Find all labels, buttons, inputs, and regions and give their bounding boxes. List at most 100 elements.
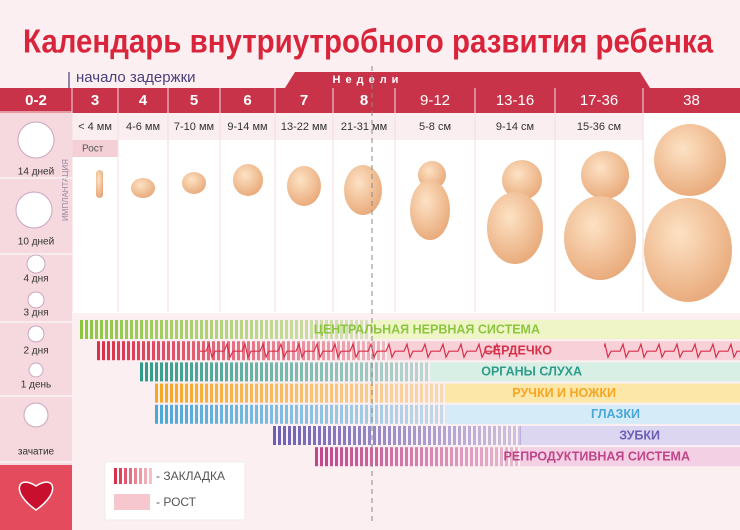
- stripe: [378, 426, 381, 445]
- stripe: [498, 426, 501, 445]
- week-label: 13-16: [496, 92, 534, 109]
- stripe: [348, 426, 351, 445]
- stripe: [403, 426, 406, 445]
- stripe: [330, 362, 333, 382]
- size-label: 21-31 мм: [341, 121, 387, 133]
- stripe: [340, 362, 343, 382]
- stripe: [343, 426, 346, 445]
- stripe: [355, 362, 358, 382]
- system-label: СЕРДЕЧКО: [484, 343, 553, 357]
- stripe: [147, 341, 150, 361]
- stripe: [333, 426, 336, 445]
- stripe: [215, 362, 218, 382]
- fetus: [487, 192, 543, 264]
- stripe: [360, 362, 363, 382]
- stripe: [320, 447, 323, 467]
- system-label: ОРГАНЫ СЛУХА: [481, 365, 582, 379]
- stripe: [225, 383, 228, 403]
- stripe: [430, 447, 433, 467]
- stripe: [160, 362, 163, 382]
- stripe: [155, 362, 158, 382]
- stripe: [360, 320, 363, 339]
- size-label: 13-22 мм: [281, 121, 327, 133]
- stripe: [400, 383, 403, 403]
- stripe: [200, 320, 203, 339]
- stripe: [185, 320, 188, 339]
- stripe: [190, 320, 193, 339]
- stripe: [107, 341, 110, 361]
- stripe: [250, 383, 253, 403]
- stripe: [155, 404, 158, 424]
- stripe: [80, 320, 83, 339]
- stripe: [365, 404, 368, 424]
- column-lines: [71, 88, 644, 312]
- fetus: [96, 170, 103, 198]
- stripe: [320, 362, 323, 382]
- fetus: [564, 196, 636, 280]
- stripe: [305, 362, 308, 382]
- stripe: [365, 447, 368, 467]
- system-label: ЗУБКИ: [619, 428, 660, 442]
- stripe: [315, 404, 318, 424]
- legend-growth: [114, 494, 150, 510]
- stripe: [117, 341, 120, 361]
- stripe: [280, 404, 283, 424]
- system-label: ЦЕНТРАЛЬНАЯ НЕРВНАЯ СИСТЕМА: [314, 322, 540, 336]
- stripe: [365, 383, 368, 403]
- stripe: [405, 404, 408, 424]
- stripe: [230, 320, 233, 339]
- stripe: [425, 447, 428, 467]
- stripe: [357, 341, 360, 361]
- growth-band: [430, 362, 740, 382]
- week-label: 0-2: [25, 92, 47, 109]
- stripe: [415, 362, 418, 382]
- stripe: [410, 447, 413, 467]
- stripe: [313, 426, 316, 445]
- stripe: [340, 404, 343, 424]
- stripe: [513, 426, 516, 445]
- stripe: [110, 320, 113, 339]
- size-label: 9-14 см: [496, 121, 534, 133]
- stripe: [363, 426, 366, 445]
- stripe: [247, 341, 250, 361]
- growth-tag: [72, 140, 118, 157]
- stripe: [210, 404, 213, 424]
- stripe: [443, 426, 446, 445]
- stripe: [265, 362, 268, 382]
- stripe: [270, 362, 273, 382]
- stripe: [385, 383, 388, 403]
- stripe: [282, 341, 285, 361]
- stripe: [255, 404, 258, 424]
- stripe: [120, 320, 123, 339]
- stripe: [430, 404, 433, 424]
- stripe: [285, 383, 288, 403]
- stripe: [493, 426, 496, 445]
- size-label: 4-6 мм: [126, 121, 160, 133]
- stripe: [360, 404, 363, 424]
- size-label: < 4 мм: [78, 121, 112, 133]
- stripe: [435, 383, 438, 403]
- stripe: [375, 447, 378, 467]
- stripe: [205, 404, 208, 424]
- stripe: [458, 426, 461, 445]
- stripe: [330, 404, 333, 424]
- system-label: ГЛАЗКИ: [591, 407, 640, 421]
- stripe: [300, 362, 303, 382]
- fetus: [131, 178, 155, 198]
- stripe: [478, 426, 481, 445]
- stripe: [405, 362, 408, 382]
- stripe: [335, 362, 338, 382]
- weeks-label: Недели: [333, 74, 404, 86]
- stripe: [395, 383, 398, 403]
- stripe: [267, 341, 270, 361]
- stripe: [320, 404, 323, 424]
- stripe: [415, 383, 418, 403]
- stripe: [303, 426, 306, 445]
- weeks-tab: [285, 72, 650, 88]
- stripe: [345, 362, 348, 382]
- stripe: [315, 320, 318, 339]
- growth-band: [520, 447, 740, 467]
- stripe: [460, 447, 463, 467]
- stripe: [177, 341, 180, 361]
- stripe: [210, 383, 213, 403]
